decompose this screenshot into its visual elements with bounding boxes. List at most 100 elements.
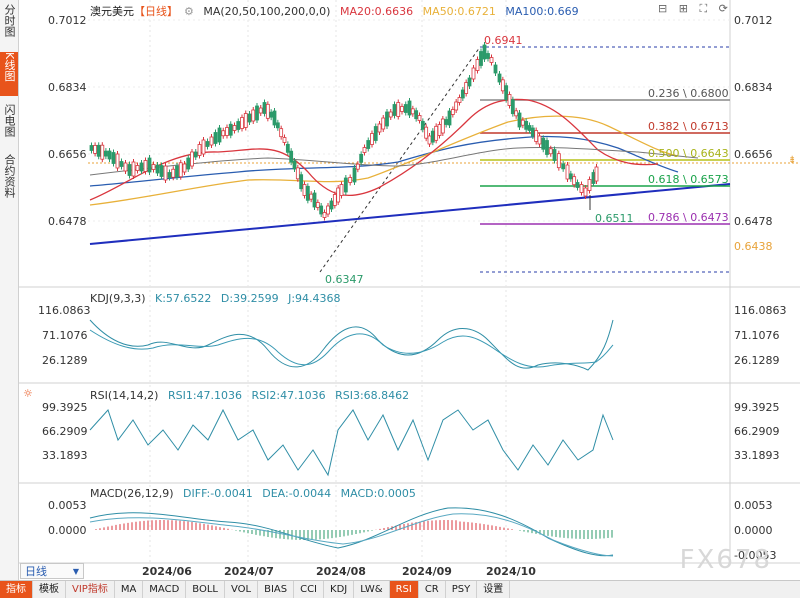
period-label: 【日线】 <box>134 5 178 18</box>
candle-body <box>489 57 494 63</box>
candle-body <box>182 163 187 173</box>
date-tick: 2024/10 <box>486 565 536 578</box>
candle-body <box>315 202 320 208</box>
trendline <box>89 183 731 245</box>
ma-title: MA(20,50,100,200,0,0) <box>203 5 331 18</box>
candle-body <box>493 64 498 74</box>
indicator-tab[interactable]: BIAS <box>258 581 295 598</box>
candle-body <box>175 165 179 178</box>
indicator-tab[interactable]: VOL <box>225 581 259 598</box>
indicator-tab[interactable]: MACD <box>143 581 187 598</box>
candle-body <box>265 103 270 119</box>
indicator-tab[interactable]: MA <box>115 581 144 598</box>
candle-body <box>388 111 393 118</box>
left-tab-bar: 分时图 K线图 闪电图 合约资料 <box>0 0 19 580</box>
zoom-out-icon[interactable]: ⊟ <box>658 2 668 15</box>
period-select[interactable]: 日线 ▼ <box>20 563 84 579</box>
candle-body <box>258 107 263 114</box>
refresh-icon[interactable]: ⟳ <box>718 2 728 15</box>
macd-tick-left: 0.0000 <box>48 524 87 537</box>
indicator-tab[interactable]: 指标 <box>0 581 33 598</box>
chevron-down-icon: ▼ <box>72 567 79 576</box>
right-price-tick: 0.6656 <box>734 148 773 161</box>
indicator-tab[interactable]: LW& <box>354 581 390 598</box>
candle-body <box>427 135 432 145</box>
candle-body <box>329 200 334 210</box>
left-price-tick: 0.6478 <box>48 215 87 228</box>
candle-body <box>289 150 294 163</box>
candle-body <box>507 94 512 106</box>
candle-body <box>143 160 148 172</box>
right-price-tick: 0.6478 <box>734 215 773 228</box>
sun-icon[interactable]: ☼ <box>23 387 33 400</box>
candle-body <box>403 104 408 113</box>
indicator-tab[interactable]: 设置 <box>477 581 511 598</box>
settings-icon[interactable]: ⚙ <box>184 5 194 18</box>
candle-body <box>312 192 317 208</box>
candle-body <box>568 173 573 180</box>
kdj-tick-right: 71.1076 <box>734 329 780 342</box>
candle-body <box>524 120 529 130</box>
chart-canvas[interactable] <box>18 0 800 580</box>
candle-body <box>247 113 252 123</box>
fib-label-0786: 0.786 \ 0.6473 <box>648 211 729 224</box>
chart-area: 澳元美元【日线】 ⚙ MA(20,50,100,200,0,0) MA20:0.6… <box>18 0 800 580</box>
rsi-tick-left: 33.1893 <box>42 449 88 462</box>
candle-body <box>299 174 304 190</box>
kdj-j-value: J:94.4368 <box>288 292 341 305</box>
rsi-lines <box>89 408 614 477</box>
indicator-tab[interactable]: KDJ <box>324 581 355 598</box>
kdj-tick-right: 116.0863 <box>734 304 787 317</box>
indicator-tab[interactable]: BOLL <box>186 581 225 598</box>
candle-body <box>89 145 94 151</box>
recent-low-annotation: 0.6511 <box>595 212 634 225</box>
candle-body <box>190 151 194 167</box>
tab-contract-info[interactable]: 合约资料 <box>0 154 18 210</box>
candle-body <box>430 130 435 143</box>
kdj-title: KDJ(9,3,3) <box>90 292 146 305</box>
tab-timeshare[interactable]: 分时图 <box>0 4 18 44</box>
indicator-tab[interactable]: VIP指标 <box>66 581 115 598</box>
tab-kline[interactable]: K线图 <box>0 52 18 96</box>
macd-tick-right: 0.0053 <box>734 499 773 512</box>
macd-dea-value: DEA:-0.0044 <box>262 487 332 500</box>
left-price-tick: 0.6656 <box>48 148 87 161</box>
candle-body <box>594 166 599 182</box>
candle-body <box>213 132 218 144</box>
candle-body <box>171 168 176 178</box>
candle-body <box>269 111 274 118</box>
candle-body <box>475 59 480 71</box>
indicator-tab[interactable]: RSI <box>389 581 419 598</box>
candle-body <box>319 205 324 215</box>
indicator-tab[interactable]: PSY <box>446 581 478 598</box>
candle-body <box>414 110 419 120</box>
kdj-d-value: D:39.2599 <box>220 292 279 305</box>
fullscreen-icon[interactable]: ⛶ <box>699 2 708 15</box>
candle-body <box>178 162 183 178</box>
candle-body <box>591 172 596 184</box>
tab-label: K线图 <box>3 52 16 82</box>
indicator-tab[interactable]: CCI <box>294 581 325 598</box>
zoom-in-icon[interactable]: ⊞ <box>678 2 688 15</box>
candle-body <box>575 182 580 188</box>
candle-body <box>530 127 535 137</box>
candle-body <box>362 147 367 153</box>
candle-body <box>417 115 422 121</box>
indicator-tab[interactable]: 模板 <box>33 581 66 598</box>
candle-body <box>139 162 144 172</box>
candle-body <box>366 140 371 149</box>
rsi-tick-right: 99.3925 <box>734 401 780 414</box>
candle-body <box>275 122 280 129</box>
watermark: FX678 <box>679 545 772 575</box>
indicator-tab[interactable]: CR <box>419 581 446 598</box>
kdj-k-value: K:57.6522 <box>155 292 212 305</box>
kdj-tick-left: 116.0863 <box>38 304 91 317</box>
rsi1-value: RSI1:47.1036 <box>167 389 243 402</box>
candle-body <box>302 184 307 196</box>
tab-flash-chart[interactable]: 闪电图 <box>0 104 18 144</box>
candle-body <box>541 137 546 150</box>
candle-body <box>471 67 476 80</box>
period-select-value: 日线 <box>25 565 47 578</box>
candle-body <box>209 136 214 146</box>
candle-body <box>93 144 97 154</box>
